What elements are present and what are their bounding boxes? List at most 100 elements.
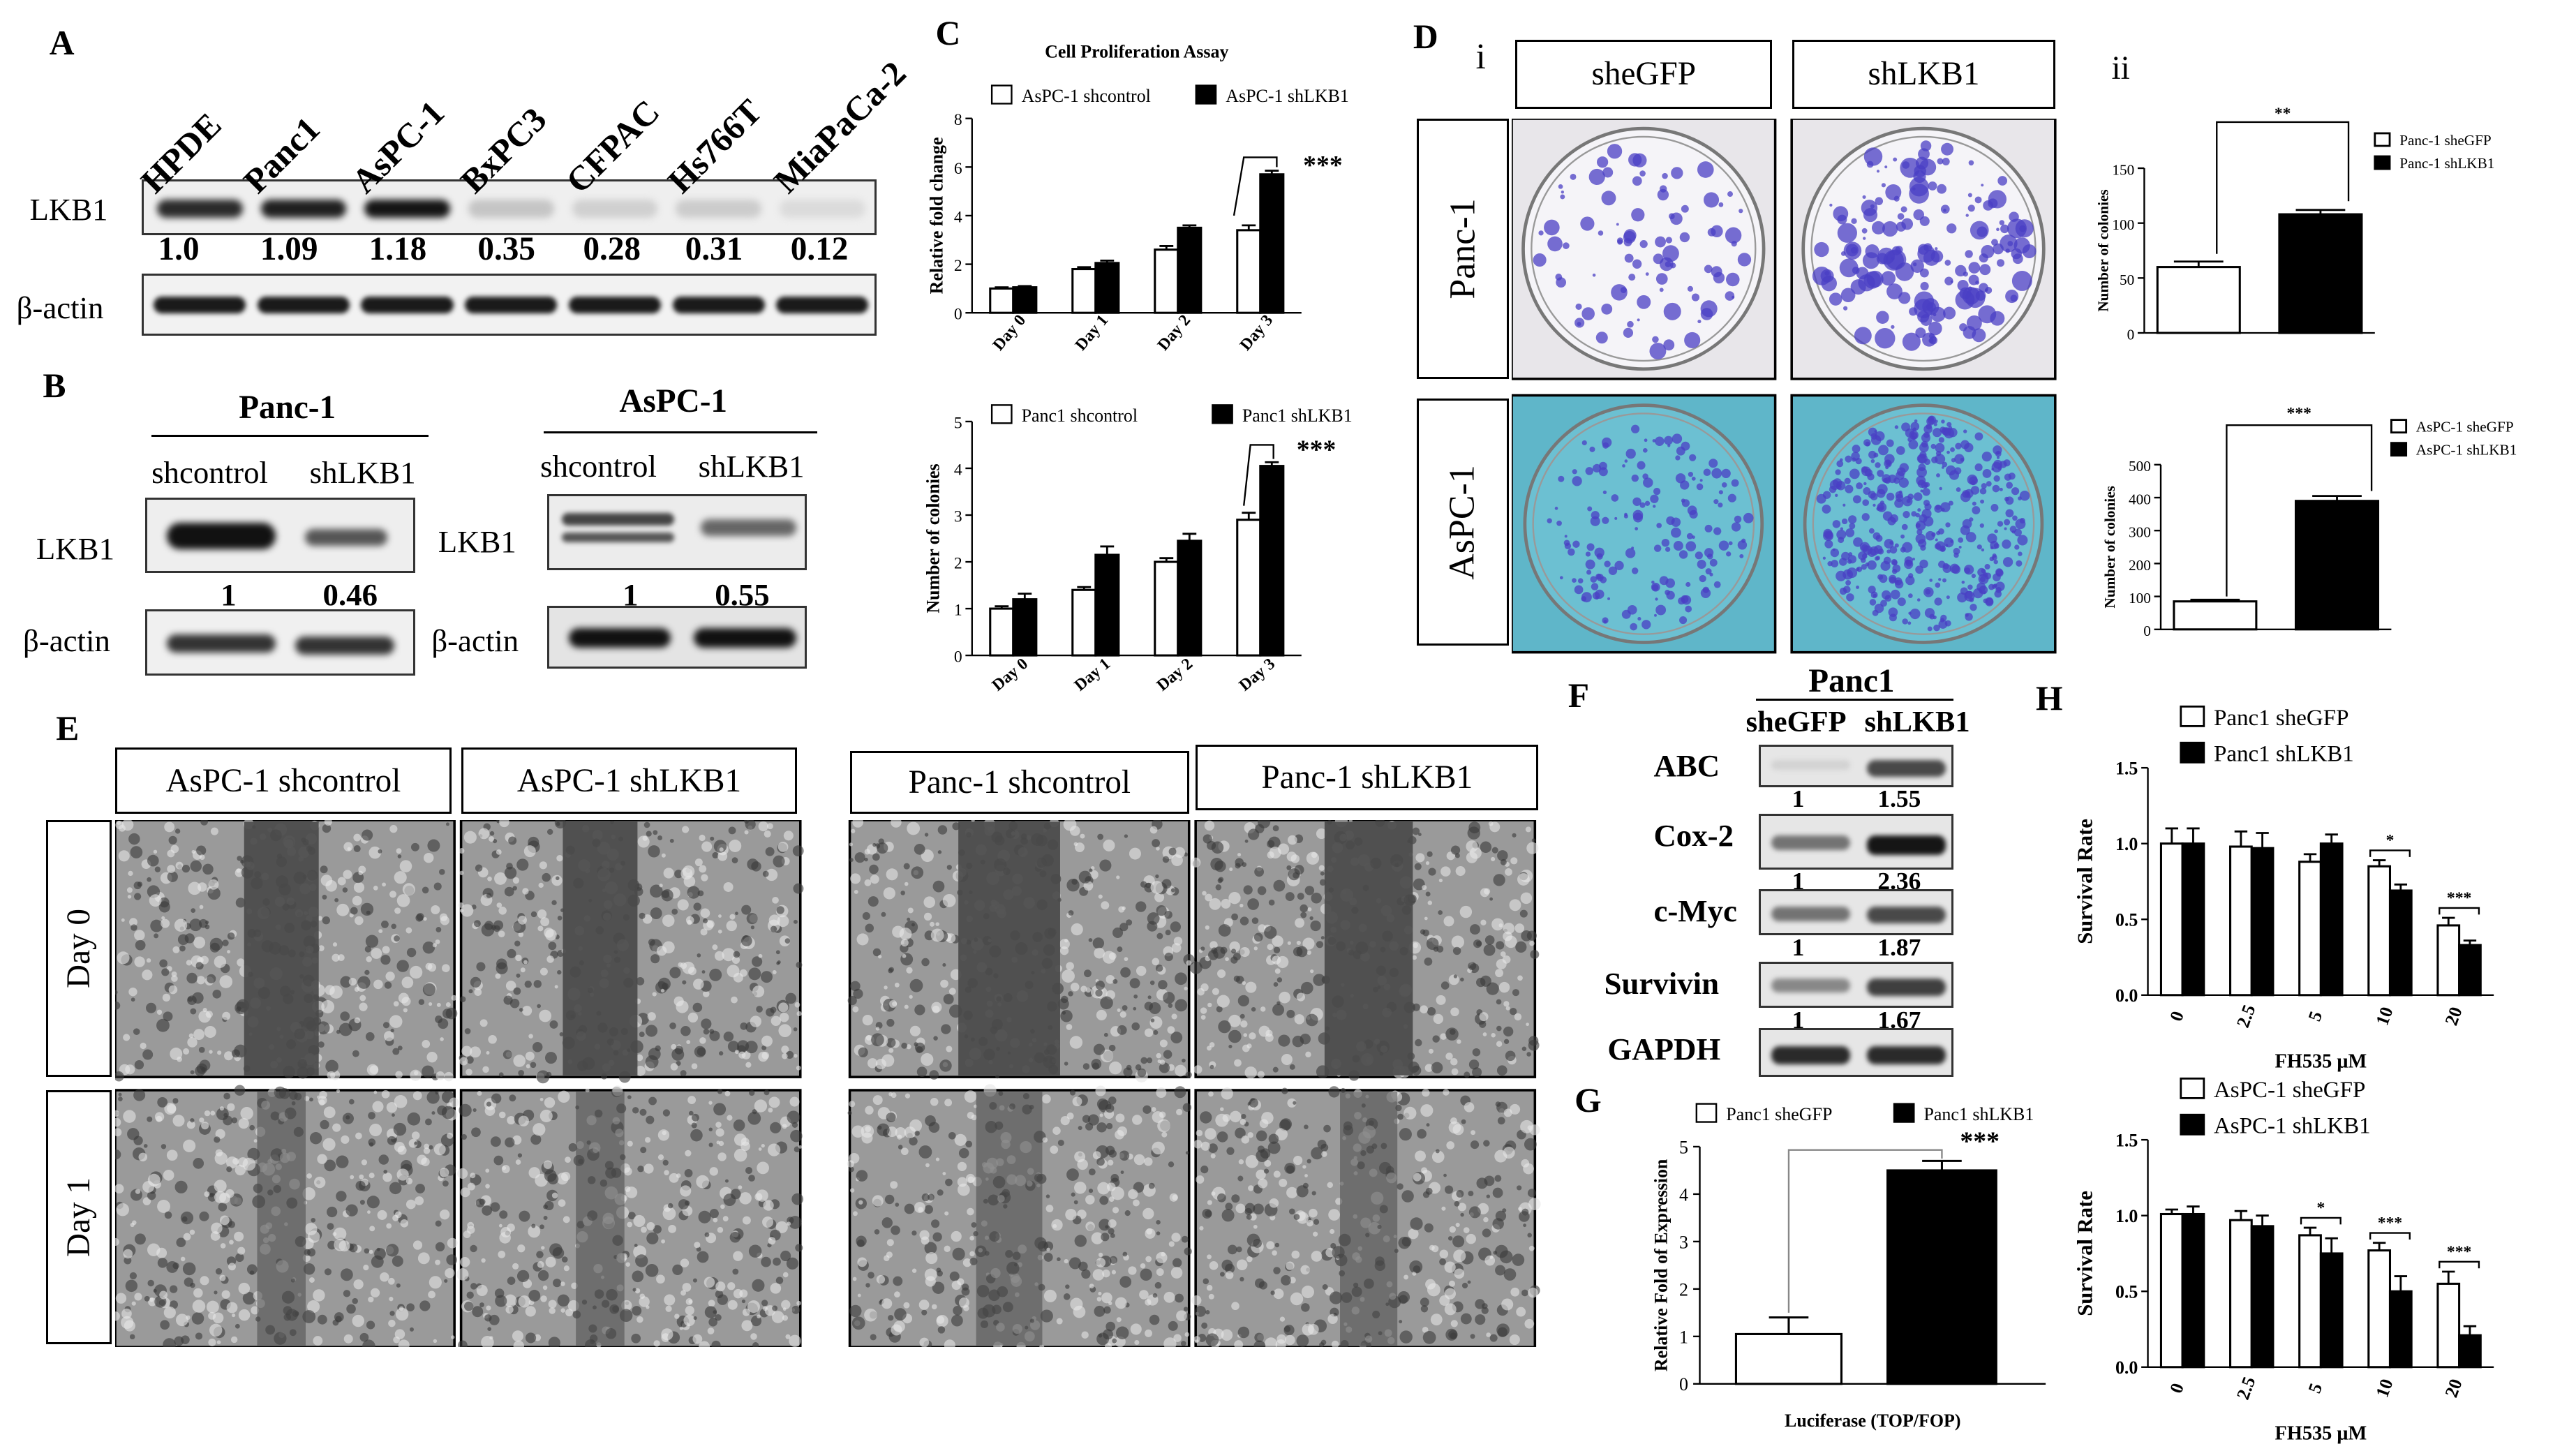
band — [1866, 1046, 1946, 1065]
cell — [200, 820, 209, 826]
panel-b-left-lane-2: shLKB1 — [309, 455, 416, 491]
colony — [1863, 237, 1866, 240]
cell — [635, 1066, 646, 1077]
cell — [1311, 1191, 1316, 1196]
colony — [1862, 513, 1870, 521]
colony — [1722, 482, 1728, 488]
cell — [546, 955, 555, 963]
colony — [1718, 503, 1723, 508]
colony — [1640, 239, 1648, 248]
cell — [220, 1215, 230, 1226]
cell — [187, 1120, 195, 1129]
colony — [1671, 167, 1683, 179]
cell — [389, 825, 398, 833]
colony — [1891, 589, 1901, 600]
panel-e-row-header-1: Day 0 — [46, 820, 112, 1078]
cell — [406, 1199, 416, 1210]
colony — [1896, 579, 1900, 583]
cell — [340, 1011, 350, 1022]
cell — [1429, 1245, 1435, 1251]
colony — [1963, 429, 1967, 433]
colony — [1689, 454, 1697, 461]
cell — [758, 954, 763, 958]
cell — [557, 1294, 570, 1307]
cell — [130, 846, 143, 859]
cell — [727, 1300, 738, 1310]
colony — [1631, 424, 1640, 433]
cell — [650, 884, 663, 898]
cell — [396, 1283, 401, 1288]
cell — [327, 1071, 336, 1080]
colony — [1623, 327, 1634, 338]
cell — [1129, 847, 1142, 860]
colony — [1920, 216, 1930, 226]
cell — [851, 1125, 865, 1138]
cell — [449, 1097, 459, 1108]
cell — [159, 1290, 168, 1300]
cell — [1071, 879, 1078, 886]
colony — [1639, 502, 1646, 508]
cell — [156, 1019, 170, 1032]
panel-b-left-actin-label: β-actin — [23, 623, 110, 659]
cell — [394, 1001, 399, 1007]
cell — [1220, 946, 1228, 954]
colony — [1558, 184, 1563, 189]
cell — [491, 1136, 502, 1147]
x-tick-label: 20 — [2441, 1376, 2466, 1400]
colony — [2004, 527, 2008, 530]
cell — [787, 1221, 791, 1226]
cell — [186, 973, 198, 984]
cell — [717, 851, 728, 861]
panel-a-value: 0.28 — [583, 231, 641, 268]
cell — [456, 1268, 469, 1281]
colony — [1875, 431, 1886, 442]
cell — [1439, 1249, 1449, 1259]
cell — [350, 907, 358, 915]
cell — [134, 1293, 142, 1301]
panel-a-value: 0.12 — [790, 231, 849, 268]
cell — [1486, 982, 1499, 995]
cell — [1089, 1168, 1096, 1176]
cell — [435, 939, 440, 945]
cell — [366, 1032, 375, 1041]
cell — [1286, 1261, 1295, 1271]
cell — [1397, 1291, 1410, 1304]
cell — [204, 1026, 217, 1039]
cell — [395, 1071, 403, 1079]
cell — [163, 1011, 173, 1022]
cell — [200, 955, 209, 965]
cell — [128, 871, 133, 877]
colony — [1898, 213, 1905, 220]
cell — [159, 898, 170, 908]
bar — [2295, 499, 2380, 631]
cell — [1071, 1192, 1075, 1197]
cell — [1106, 1123, 1113, 1130]
cell — [415, 1184, 426, 1194]
colony — [1863, 486, 1871, 495]
colony — [1892, 568, 1898, 574]
panel-f-blot — [1759, 1027, 1953, 1078]
cell — [247, 1264, 258, 1275]
cell — [719, 847, 724, 852]
colony — [1587, 543, 1595, 551]
cell — [373, 1090, 378, 1094]
colony — [1728, 493, 1737, 503]
cell — [384, 981, 392, 990]
cell — [1242, 981, 1246, 985]
cell — [488, 1035, 498, 1044]
cell — [214, 955, 227, 969]
legend-swatch — [1195, 84, 1216, 105]
cell — [387, 1136, 396, 1145]
cell — [1520, 892, 1533, 905]
cell — [355, 1132, 362, 1140]
colony — [1939, 486, 1943, 491]
cell — [539, 1098, 544, 1101]
cell — [772, 897, 780, 904]
cell — [1455, 853, 1461, 858]
cell — [175, 861, 184, 870]
cell — [513, 1055, 526, 1068]
cell — [336, 1089, 341, 1094]
panel-f-row-label: GAPDH — [1607, 1032, 1721, 1067]
cell — [170, 1285, 178, 1294]
colony — [1637, 461, 1646, 470]
